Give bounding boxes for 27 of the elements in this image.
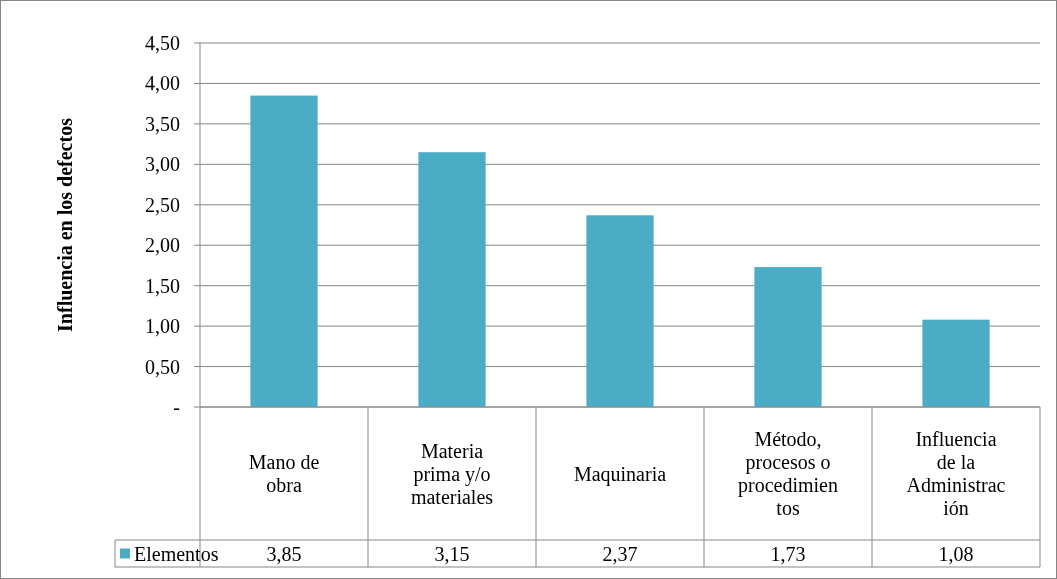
legend-label: Elementos: [134, 542, 219, 565]
y-tick-label: 3,00: [145, 153, 180, 176]
data-label: 3,15: [434, 542, 470, 565]
bar: [418, 152, 486, 407]
y-tick-label: 3,50: [145, 112, 180, 135]
x-tick-label: Influencia de la Administración: [906, 428, 1006, 519]
y-tick-label: 1,50: [145, 274, 180, 297]
y-tick-label: 2,50: [145, 193, 180, 216]
bar: [250, 95, 318, 407]
data-label: 2,37: [602, 542, 638, 565]
data-label: 1,08: [938, 542, 974, 565]
y-tick-label: 0,50: [145, 355, 180, 378]
x-tick-label: Método, procesos o procedimientos: [738, 428, 838, 519]
y-tick-label: 1,00: [145, 315, 180, 338]
bar: [586, 215, 654, 407]
bar: [754, 267, 822, 407]
x-tick-label: Materia prima y/o materiales: [410, 439, 494, 508]
x-tick-label: Mano de obra: [248, 451, 320, 496]
x-tick-label: Maquinaria: [573, 462, 667, 486]
y-tick-label: 2,00: [145, 234, 180, 257]
bar: [922, 319, 990, 407]
data-label: 1,73: [770, 542, 806, 565]
y-tick-label: 4,50: [145, 32, 180, 54]
y-tick-label: -: [173, 396, 180, 418]
y-tick-label: 4,00: [145, 72, 180, 95]
data-label: 3,85: [266, 542, 302, 565]
y-axis-title: Influencia en los defectos: [54, 117, 76, 332]
